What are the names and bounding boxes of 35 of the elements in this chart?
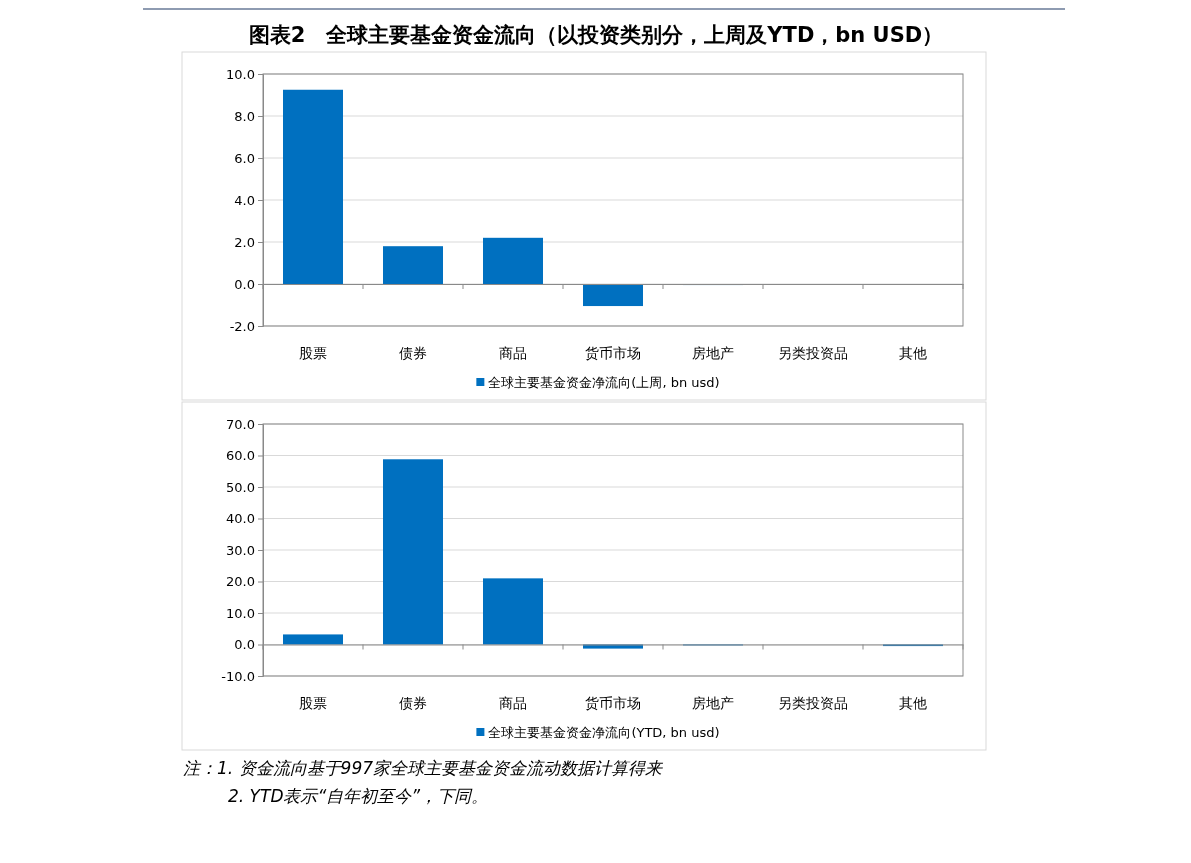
text: 2. YTD表示“自年初至今”，下同。 [228, 786, 489, 806]
y-tick-label: 40.0 [226, 511, 255, 527]
x-tick-label: 商品 [499, 694, 527, 711]
y-tick-label: 0.0 [234, 637, 255, 653]
y-tick-label: 60.0 [226, 448, 255, 464]
x-tick-label: 股票 [299, 694, 327, 711]
y-tick-label: -2.0 [229, 318, 255, 334]
y-tick-label: -10.0 [221, 668, 255, 684]
x-tick-label: 房地产 [692, 344, 734, 361]
chart-title: 图表2 全球主要基金资金流向（以投资类别分，上周及YTD，bn USD） [248, 23, 944, 47]
y-tick-label: 30.0 [226, 542, 255, 558]
y-tick-label: 0.0 [234, 276, 255, 292]
x-tick-label: 商品 [499, 344, 527, 361]
x-tick-label: 货币市场 [585, 694, 641, 711]
y-tick-label: 10.0 [226, 605, 255, 621]
x-tick-label: 其他 [899, 344, 927, 361]
y-tick-label: 2.0 [234, 234, 255, 250]
y-tick-label: 10.0 [226, 66, 255, 82]
x-tick-label: 债券 [399, 344, 427, 361]
y-tick-label: 20.0 [226, 574, 255, 590]
x-tick-label: 股票 [299, 344, 327, 361]
y-tick-label: 70.0 [226, 416, 255, 432]
x-tick-label: 货币市场 [585, 344, 641, 361]
x-tick-label: 债券 [399, 694, 427, 711]
x-tick-label: 房地产 [692, 694, 734, 711]
y-tick-label: 50.0 [226, 479, 255, 495]
text: 注：1. 资金流向基于997家全球主要基金资金流动数据计算得来 [183, 758, 665, 778]
y-tick-label: 8.0 [234, 108, 255, 124]
y-tick-label: 6.0 [234, 150, 255, 166]
x-tick-label: 其他 [899, 694, 927, 711]
legend-label: 全球主要基金资金净流向(YTD, bn usd) [488, 725, 720, 740]
x-tick-label: 另类投资品 [778, 344, 848, 361]
legend-label: 全球主要基金资金净流向(上周, bn usd) [488, 375, 720, 390]
y-tick-label: 4.0 [234, 192, 255, 208]
x-tick-label: 另类投资品 [778, 694, 848, 711]
